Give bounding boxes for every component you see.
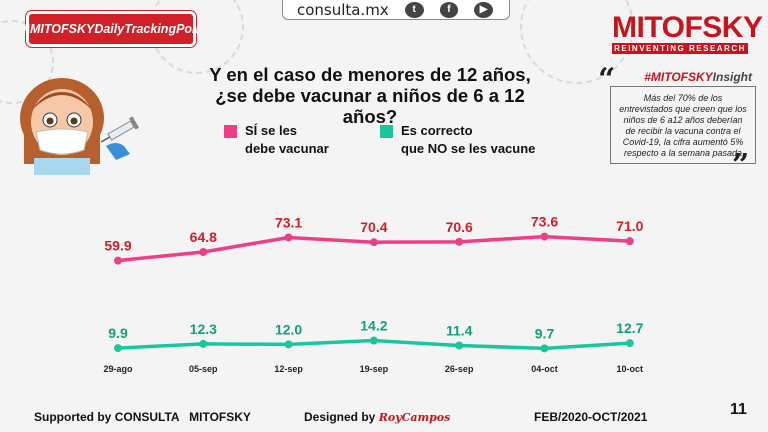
data-label-0-6: 71.0 (616, 218, 643, 234)
data-label-1-6: 12.7 (616, 320, 643, 336)
data-point-1-6 (625, 339, 634, 348)
data-point-1-1 (199, 339, 208, 348)
data-label-1-4: 11.4 (446, 322, 473, 338)
data-point-0-2 (284, 233, 293, 242)
legend-swatch-no (380, 125, 393, 138)
data-label-1-1: 12.3 (190, 321, 217, 337)
x-tick-label-2: 12-sep (274, 364, 303, 374)
youtube-icon[interactable]: ▶ (474, 1, 494, 18)
logo-name: MITOFSKY (612, 11, 763, 44)
x-tick-label-4: 26-sep (445, 364, 474, 374)
legend-item-yes: SÍ se les debe vacunar (224, 122, 329, 158)
data-point-1-2 (284, 340, 293, 349)
site-link[interactable]: consulta.mx (297, 0, 389, 19)
data-point-0-5 (540, 232, 549, 241)
data-point-1-3 (369, 336, 378, 345)
legend-item-no: Es correcto que NO se les vacune (380, 122, 535, 158)
supported-label: Supported by (34, 410, 112, 424)
insight-label-brand: MITOFSKY (650, 70, 713, 84)
data-point-1-4 (455, 341, 464, 350)
legend-no-line-2: que NO se les vacune (401, 141, 536, 156)
data-point-0-3 (369, 238, 378, 247)
supported-by: CONSULTA MITOFSKY (114, 410, 251, 424)
x-tick-label-3: 19-sep (360, 364, 389, 374)
footer-supported: Supported by CONSULTA MITOFSKY (34, 410, 251, 424)
x-tick-label-0: 29-ago (103, 364, 133, 374)
insight-label-suffix: Insight (712, 70, 752, 84)
data-label-1-0: 9.9 (108, 325, 128, 341)
data-label-1-5: 9.7 (535, 325, 555, 341)
chart-title: Y en el caso de menores de 12 años, ¿se … (200, 64, 540, 127)
footer-period: FEB/2020-OCT/2021 (534, 410, 648, 424)
data-label-0-4: 70.6 (446, 219, 473, 235)
data-label-0-0: 59.9 (104, 238, 131, 254)
facebook-icon[interactable]: f (439, 1, 459, 18)
x-tick-label-6: 10-oct (617, 364, 644, 374)
designer-signature: RoyCampos (378, 411, 451, 424)
data-point-0-1 (199, 248, 208, 256)
data-point-0-4 (455, 237, 464, 246)
title-line-2: ¿se debe vacunar a niños de 6 a 12 años? (215, 85, 525, 127)
insight-label: #MITOFSKYInsight (610, 70, 756, 84)
close-quote-icon: ” (732, 148, 750, 183)
x-tick-label-1: 05-sep (189, 364, 218, 374)
footer-designed: Designed by RoyCampos (304, 410, 450, 424)
data-label-0-2: 73.1 (275, 214, 302, 230)
designed-label: Designed by (304, 410, 376, 424)
data-point-0-6 (625, 237, 634, 246)
hashtag-badge: #MITOFSKYDailyTrackingPoll (23, 11, 199, 47)
insight-label-prefix: # (644, 70, 651, 84)
data-point-0-0 (114, 256, 122, 265)
top-bar: consulta.mx t f ▶ (282, 0, 510, 20)
insight-panel: #MITOFSKYInsight Más del 70% de los entr… (610, 70, 756, 164)
data-point-1-5 (540, 344, 549, 353)
logo-tagline: REINVENTING RESEARCH (612, 43, 748, 54)
open-quote-icon: “ (598, 62, 616, 97)
data-point-1-0 (114, 344, 122, 353)
legend-swatch-yes (224, 125, 237, 138)
twitter-icon[interactable]: t (404, 1, 424, 18)
data-label-0-3: 70.4 (360, 219, 387, 235)
child-illustration (20, 78, 139, 175)
page-number: 11 (730, 401, 747, 418)
legend-no-line-1: Es correcto (401, 123, 473, 138)
data-label-0-1: 64.8 (190, 229, 217, 245)
insight-text: Más del 70% de los entrevistados que cre… (610, 86, 756, 164)
data-label-1-2: 12.0 (275, 321, 302, 337)
data-label-0-5: 73.6 (531, 214, 558, 230)
data-label-1-3: 14.2 (360, 318, 387, 334)
legend-yes-line-1: SÍ se les (245, 123, 298, 138)
legend-yes-line-2: debe vacunar (245, 141, 329, 156)
title-line-1: Y en el caso de menores de 12 años, (209, 64, 531, 85)
logo: MITOFSKY REINVENTING RESEARCH (612, 11, 763, 54)
x-tick-label-5: 04-oct (531, 364, 558, 374)
